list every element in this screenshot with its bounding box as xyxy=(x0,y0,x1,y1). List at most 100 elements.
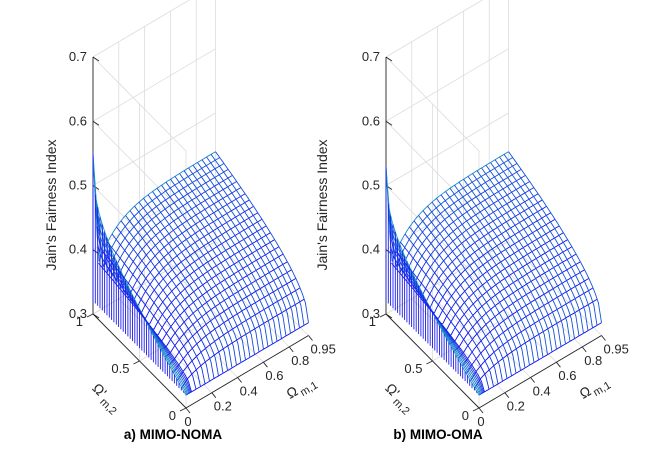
z-tick-label: 0.7 xyxy=(362,49,380,64)
mesh-column xyxy=(404,233,499,384)
mesh-row xyxy=(147,232,271,330)
mesh-row xyxy=(436,225,560,325)
mesh-column xyxy=(463,178,557,350)
x-axis-symbol: Ω xyxy=(283,383,300,402)
mesh-row xyxy=(440,232,564,331)
grid-line xyxy=(432,288,556,362)
mesh-column xyxy=(387,198,482,395)
y-axis-title: Ω'm,2 xyxy=(87,380,125,418)
grid-line xyxy=(385,0,484,58)
mesh-column xyxy=(395,251,490,390)
z-tick-label: 0.4 xyxy=(362,242,380,257)
x-tick-label: 0.4 xyxy=(240,384,258,399)
mesh-column xyxy=(215,151,309,323)
mesh-column xyxy=(494,159,589,331)
mesh-row xyxy=(139,218,263,319)
x-tick xyxy=(530,377,535,383)
x-tick xyxy=(211,392,217,398)
mesh-column xyxy=(454,184,548,355)
x-tick-label: 0 xyxy=(184,414,191,429)
z-tick-label: 0.4 xyxy=(69,242,87,257)
mesh-column xyxy=(152,191,246,360)
x-axis-symbol: Ω xyxy=(577,383,594,402)
y-tick-label: 1 xyxy=(76,314,83,329)
mesh-column xyxy=(116,226,210,382)
mesh-row xyxy=(394,163,518,274)
mesh-column xyxy=(400,241,494,387)
mesh-column xyxy=(156,188,251,358)
mesh-row xyxy=(427,212,552,314)
z-tick-label: 0.3 xyxy=(362,306,380,321)
mesh-column xyxy=(445,191,539,360)
x-axis-subscript: m,1 xyxy=(591,379,613,399)
x-axis-title: Ωm,1 xyxy=(283,372,320,405)
x-axis-subscript: m,1 xyxy=(298,379,320,399)
mesh-column xyxy=(120,220,215,379)
z-axis-title: Jain's Fairness Index xyxy=(314,139,330,270)
mesh-row xyxy=(415,193,539,299)
mesh-row xyxy=(143,225,267,325)
mesh-row xyxy=(385,151,509,262)
mesh-row xyxy=(130,205,254,309)
mesh-row xyxy=(152,239,275,336)
mesh-column xyxy=(143,198,237,366)
mesh-row xyxy=(478,322,602,396)
mesh-row xyxy=(160,253,284,350)
z-tick-label: 0.3 xyxy=(69,306,87,321)
mesh-row xyxy=(461,269,585,367)
mesh-row xyxy=(168,269,292,366)
z-tick-label: 0.6 xyxy=(69,113,87,128)
mesh-row xyxy=(105,169,229,279)
y-tick xyxy=(379,313,387,318)
x-tick-label: 0.95 xyxy=(604,342,629,357)
x-tick-label: 0.2 xyxy=(214,399,232,414)
y-tick-label: 1 xyxy=(369,314,376,329)
mesh-row xyxy=(470,287,594,382)
mesh-column xyxy=(440,194,535,363)
mesh-row xyxy=(156,246,280,342)
mesh-column xyxy=(413,220,508,379)
mesh-row xyxy=(474,298,598,389)
mesh-row xyxy=(126,199,250,304)
surface-mesh-noma xyxy=(92,151,309,396)
axes-oma xyxy=(379,56,606,414)
mesh-column xyxy=(147,194,242,363)
mesh-column xyxy=(431,201,526,368)
x-tick xyxy=(581,346,587,353)
mesh-column xyxy=(174,176,269,347)
x-tick xyxy=(601,335,606,341)
mesh-column xyxy=(490,162,584,334)
x-tick-label: 0.95 xyxy=(311,342,336,357)
mesh-column xyxy=(206,156,300,329)
mesh-column xyxy=(418,215,512,376)
mesh-column xyxy=(125,215,219,376)
x-axis-line xyxy=(185,335,309,409)
mesh-column xyxy=(138,201,233,368)
y-tick xyxy=(133,360,140,365)
mesh-column xyxy=(170,178,264,350)
x-tick-label: 0.8 xyxy=(291,353,309,368)
mesh-row xyxy=(164,261,288,358)
mesh-row xyxy=(465,278,590,374)
mesh-row xyxy=(181,298,305,388)
x-tick-label: 0.6 xyxy=(558,368,576,383)
mesh-column xyxy=(476,170,571,342)
mesh-row xyxy=(113,181,237,289)
z-tick xyxy=(92,185,100,190)
y-axis-title: Ω'm,2 xyxy=(380,380,418,418)
mesh-column xyxy=(472,173,566,345)
x-tick xyxy=(288,346,294,353)
mesh-column xyxy=(409,226,503,382)
grid-line xyxy=(92,48,216,122)
mesh-column xyxy=(458,181,553,352)
x-tick xyxy=(237,377,242,383)
mesh-row xyxy=(134,212,259,314)
mesh-column xyxy=(165,181,260,352)
surface-plot-mimo-noma: 0.3 0.4 0.5 0.6 0.7 0 0.2 0.4 0.6 0.80.95 0 0.5 1 Ωm,… xyxy=(43,0,336,442)
mesh-row xyxy=(432,218,556,319)
y-tick-label: 0.5 xyxy=(111,361,129,376)
tick-labels-noma: 0.3 0.4 0.5 0.6 0.7 0 0.2 0.4 0.6 0.80.95 0 0.5 1 Ωm,… xyxy=(69,49,336,429)
x-tick-label: 0.2 xyxy=(507,399,525,414)
y-tick xyxy=(86,313,94,318)
